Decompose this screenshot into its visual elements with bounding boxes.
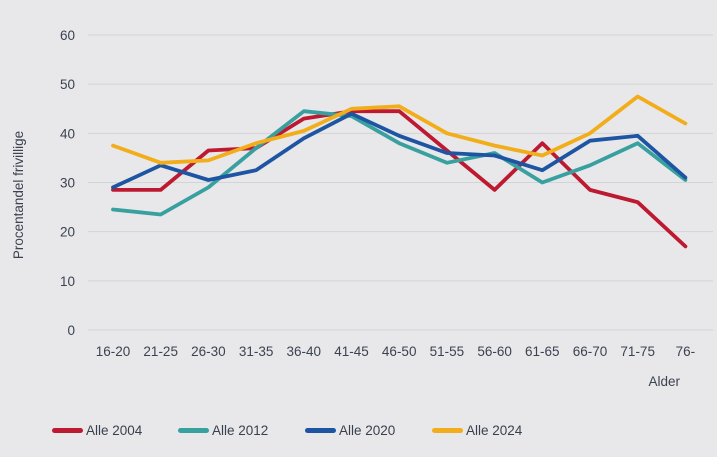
x-tick-label: 66-70: [573, 344, 608, 359]
y-tick-label: 60: [60, 28, 75, 43]
x-tick-label: 21-25: [143, 344, 178, 359]
y-tick-label: 10: [60, 274, 75, 289]
legend-label: Alle 2004: [86, 422, 143, 438]
legend-swatch-icon: [52, 427, 83, 433]
y-tick-label: 0: [67, 323, 75, 338]
legend-label: Alle 2024: [466, 422, 523, 438]
series-line-alle-2012: [111, 109, 688, 217]
x-tick-label: 46-50: [382, 344, 417, 359]
x-tick-label: 61-65: [525, 344, 560, 359]
x-tick-label: 71-75: [620, 344, 655, 359]
y-tick-label: 20: [60, 225, 75, 240]
y-tick-label: 30: [60, 176, 75, 191]
legend-swatch-icon: [178, 427, 209, 433]
legend-item-alle-2004: Alle 2004: [52, 421, 142, 439]
legend-item-alle-2012: Alle 2012: [178, 421, 268, 439]
series-line-alle-2024: [111, 94, 688, 165]
x-tick-label: 36-40: [287, 344, 322, 359]
series-line-alle-2020: [111, 111, 688, 190]
legend-item-alle-2024: Alle 2024: [432, 421, 522, 439]
legend-swatch-icon: [305, 427, 336, 433]
series-line-alle-2004: [111, 109, 688, 249]
x-tick-label: 51-55: [430, 344, 465, 359]
x-tick-label: 56-60: [477, 344, 512, 359]
x-axis-title: Alder: [648, 374, 680, 389]
x-tick-label: 31-35: [239, 344, 274, 359]
x-tick-label: 41-45: [334, 344, 369, 359]
x-tick-label: 76-: [676, 344, 696, 359]
legend-label: Alle 2020: [339, 422, 396, 438]
legend-swatch-icon: [432, 427, 463, 433]
y-tick-label: 50: [60, 77, 75, 92]
x-tick-label: 16-20: [96, 344, 131, 359]
legend: Alle 2004 Alle 2012 Alle 2020 Alle 2024: [0, 421, 717, 441]
legend-label: Alle 2012: [212, 422, 269, 438]
y-tick-label: 40: [60, 126, 75, 141]
x-tick-label: 26-30: [191, 344, 226, 359]
legend-item-alle-2020: Alle 2020: [305, 421, 395, 439]
